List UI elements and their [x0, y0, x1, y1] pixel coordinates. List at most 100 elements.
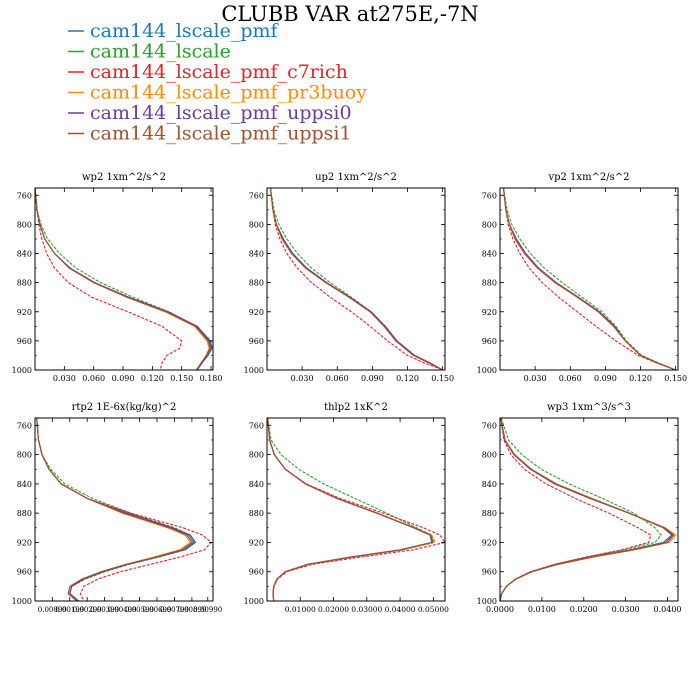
y-tick-label: 800: [17, 220, 32, 229]
legend-label: cam144_lscale: [90, 41, 231, 63]
x-tick-label: 0.01000: [285, 605, 316, 614]
y-tick-label: 800: [482, 220, 497, 229]
legend-label: cam144_lscale_pmf_uppsi0: [90, 102, 352, 124]
y-tick-label: 840: [482, 250, 497, 259]
series-line: [267, 418, 434, 601]
y-tick-label: 960: [482, 568, 497, 577]
y-tick-label: 840: [249, 480, 264, 489]
y-tick-label: 840: [482, 480, 497, 489]
panel: vp2 1xm^2/s^2 760 800 840 880 920 960 1000 0.030…: [477, 172, 687, 383]
panel-series-group: [267, 418, 445, 601]
y-tick-label: 1000: [244, 597, 264, 606]
legend-label: cam144_lscale_pmf: [90, 20, 280, 42]
x-tick-label: 0.150: [664, 374, 687, 383]
panel: wp3 1xm^3/s^3 760 800 840 880 920 960 10000.000…: [477, 402, 682, 614]
legend-entry: cam144_lscale: [68, 41, 231, 63]
panel-frame: [266, 417, 446, 602]
y-tick-label: 960: [249, 568, 264, 577]
x-tick-label: 0.0000: [486, 605, 514, 614]
x-tick-label: 0.150: [431, 374, 454, 383]
y-tick-label: 880: [249, 509, 264, 518]
x-tick-label: 0.00299: [73, 606, 102, 614]
panel: wp2 1xm^2/s^2 760 800 840 880 920 960 1000 0.030…: [12, 172, 223, 383]
panel-title: rtp2 1E-6x(kg/kg)^2: [72, 402, 177, 413]
series-line: [269, 188, 443, 370]
y-tick-label: 880: [482, 279, 497, 288]
panel-frame: [266, 187, 446, 371]
series-line: [502, 188, 676, 370]
x-tick-label: 0.090: [112, 374, 135, 383]
y-tick-label: 880: [17, 509, 32, 518]
series-line: [502, 188, 676, 370]
y-tick-label: 800: [249, 451, 264, 460]
panels-grid: wp2 1xm^2/s^2 760 800 840 880 920 960 1000 0.030…: [12, 172, 687, 614]
y-tick-label: 1000: [244, 366, 264, 375]
x-tick-label: 0.060: [326, 374, 349, 383]
series-line: [35, 188, 211, 370]
series-line: [36, 418, 197, 601]
x-tick-label: 0.120: [396, 374, 419, 383]
y-tick-label: 760: [17, 421, 32, 430]
y-tick-label: 960: [249, 337, 264, 346]
panel-series-group: [35, 188, 213, 370]
panel: rtp2 1E-6x(kg/kg)^2 760 800 840 880 920 960 100…: [12, 402, 223, 614]
panel-frame: [34, 187, 214, 371]
x-tick-label: 0.030: [291, 374, 314, 383]
legend-entry: cam144_lscale_pmf_pr3buoy: [68, 82, 367, 104]
y-tick-label: 760: [249, 421, 264, 430]
y-tick-label: 800: [249, 220, 264, 229]
y-tick-label: 760: [249, 191, 264, 200]
x-tick-label: 0.090: [361, 374, 384, 383]
x-tick-label: 0.120: [629, 374, 652, 383]
x-tick-label: 0.090: [594, 374, 617, 383]
x-tick-label: 0.00099: [38, 606, 67, 614]
x-tick-label: 0.150: [170, 374, 193, 383]
y-tick-label: 960: [17, 337, 32, 346]
panel: up2 1xm^2/s^2 760 800 840 880 920 960 1000 0.030…: [244, 172, 454, 383]
y-tick-label: 920: [17, 308, 32, 317]
y-tick-label: 920: [249, 308, 264, 317]
x-tick-label: 0.00699: [143, 606, 172, 614]
y-tick-label: 960: [17, 568, 32, 577]
panel-title: vp2 1xm^2/s^2: [547, 172, 629, 183]
y-tick-label: 880: [17, 279, 32, 288]
legend-entry: cam144_lscale_pmf_uppsi0: [68, 102, 352, 124]
x-tick-label: 0.0100: [528, 605, 556, 614]
x-tick-label: 0.04000: [385, 605, 416, 614]
y-tick-label: 1000: [477, 366, 497, 375]
x-tick-label: 0.120: [141, 374, 164, 383]
x-tick-label: 0.00199: [55, 606, 84, 614]
x-tick-label: 0.0300: [612, 605, 640, 614]
panel-frame: [499, 417, 679, 602]
panel-title: up2 1xm^2/s^2: [315, 172, 397, 183]
y-tick-label: 1000: [12, 597, 32, 606]
y-tick-label: 1000: [12, 366, 32, 375]
panel-title: wp3 1xm^3/s^3: [547, 402, 631, 413]
y-tick-label: 920: [482, 308, 497, 317]
y-tick-label: 800: [482, 451, 497, 460]
legend-entry: cam144_lscale_pmf: [68, 20, 280, 42]
panel-title: wp2 1xm^2/s^2: [82, 172, 166, 183]
x-tick-label: 0.05000: [418, 605, 449, 614]
series-line: [35, 188, 183, 370]
x-tick-label: 0.060: [559, 374, 582, 383]
series-line: [502, 188, 676, 370]
x-tick-label: 0.00499: [108, 606, 137, 614]
panel-series-group: [269, 188, 443, 370]
panel-frame: [34, 417, 214, 602]
x-tick-label: 0.00599: [125, 606, 154, 614]
x-tick-label: 0.00990: [193, 606, 222, 614]
panel-title: thlp2 1xK^2: [324, 402, 388, 413]
panel-frame: [499, 187, 679, 371]
y-tick-label: 920: [249, 538, 264, 547]
legend-label: cam144_lscale_pmf_pr3buoy: [90, 82, 367, 104]
y-tick-label: 880: [482, 509, 497, 518]
x-tick-label: 0.0400: [654, 605, 682, 614]
figure-title: CLUBB VAR at275E,-7N: [221, 2, 478, 26]
y-tick-label: 1000: [477, 597, 497, 606]
x-tick-label: 0.0200: [570, 605, 598, 614]
legend-label: cam144_lscale_pmf_uppsi1: [90, 123, 352, 145]
